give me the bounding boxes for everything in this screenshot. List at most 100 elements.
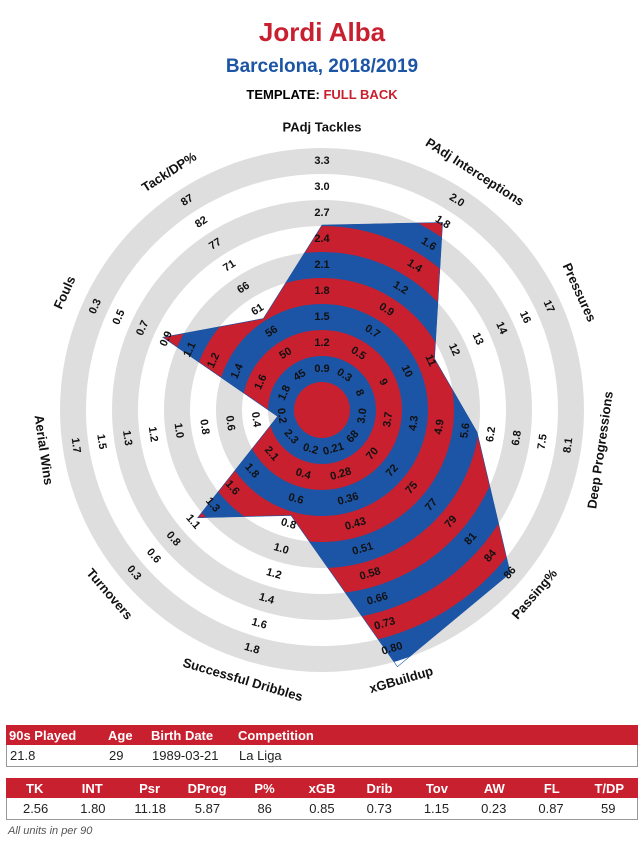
tick-label: 1.1 [181, 340, 198, 359]
tick-label: 1.3 [120, 430, 134, 447]
tick-label: 0.73 [373, 615, 397, 633]
table-row: 2.56 1.80 11.18 5.87 86 0.85 0.73 1.15 0.23 0.87 5… [6, 798, 638, 820]
header-cell: Psr [139, 780, 161, 796]
radar-chart: Jordi Alba Barcelona, 2018/2019 TEMPLATE… [31, 17, 616, 704]
tick-label: 71 [221, 258, 238, 275]
tick-label: 0.80 [380, 640, 404, 658]
axis-name: PAdj Tackles [283, 119, 362, 134]
header-cell: xGB [308, 780, 336, 796]
tick-label: 1.2 [205, 351, 222, 370]
table-header: TK INT Psr DProg P% xGB Drib Tov AW FL T/DP [6, 778, 638, 798]
header-cell: Tov [425, 780, 448, 796]
cell: 1989-03-21 [152, 748, 219, 763]
tick-label: 0.6 [287, 491, 305, 507]
tick-label: 1.2 [265, 566, 283, 582]
tick-label: 10 [399, 363, 415, 379]
tick-label: 66 [235, 280, 252, 297]
cell: 0.73 [366, 801, 392, 816]
cell: 2.56 [22, 801, 49, 816]
tick-label: 0.7 [134, 319, 151, 338]
header-cell: Competition [238, 727, 314, 743]
tick-label: 1.0 [172, 422, 186, 439]
tick-label: 17 [541, 298, 557, 314]
tick-label: 0.36 [336, 490, 360, 508]
tick-label: 0.2 [274, 407, 288, 424]
tick-label: 2.4 [314, 233, 330, 245]
cell: 86 [257, 801, 272, 816]
tick-label: 1.2 [146, 426, 160, 443]
tick-label: 1.8 [314, 285, 329, 297]
header-cell: Birth Date [151, 727, 214, 743]
tick-label: 0.9 [314, 363, 329, 375]
tick-label: 5.6 [458, 422, 472, 439]
tick-label: 6.8 [510, 430, 524, 447]
tick-label: 0.9 [158, 329, 175, 348]
cell: 59 [601, 801, 616, 816]
cell: 1.15 [423, 801, 450, 816]
band [294, 382, 350, 438]
tick-label: 1.4 [257, 591, 276, 607]
tick-label: 8.1 [561, 437, 575, 454]
template-value: FULL BACK [323, 87, 398, 102]
cell: 0.85 [309, 801, 335, 816]
tick-label: 0.58 [358, 565, 382, 583]
tick-label: 0.43 [344, 515, 368, 533]
tick-label: 87 [179, 192, 196, 209]
cell: 21.8 [10, 748, 36, 763]
axis-name: xGBuildup [368, 663, 435, 696]
tick-label: 0.8 [197, 418, 211, 435]
tick-label: 1.5 [94, 433, 108, 450]
cell: 0.87 [538, 801, 564, 816]
tick-label: 56 [263, 323, 280, 340]
tick-label: 2.7 [314, 207, 329, 219]
table-header: 90s Played Age Birth Date Competition [6, 725, 638, 745]
tick-label: 45 [291, 367, 308, 384]
tick-label: 1.8 [276, 383, 293, 402]
axis-name: Deep Progressions [584, 390, 616, 509]
tick-label: 0.66 [366, 590, 390, 608]
stats-table: TK INT Psr DProg P% xGB Drib Tov AW FL T/DP 2.56 1.8… [6, 778, 638, 820]
tick-label: 0.28 [329, 465, 353, 483]
header-cell: T/DP [594, 780, 625, 796]
info-table: 90s Played Age Birth Date Competition 21.8 29… [6, 725, 638, 767]
axis-name: Aerial Wins [31, 414, 56, 486]
table-row: 21.8 29 1989-03-21 La Liga [6, 745, 638, 767]
cell: 5.87 [194, 801, 221, 816]
header-cell: Age [108, 727, 133, 743]
header-cell: AW [483, 780, 505, 796]
tick-label: 0.51 [351, 540, 375, 558]
tick-label: 50 [277, 345, 294, 362]
tick-label: 77 [207, 236, 224, 253]
header-cell: 90s Played [9, 727, 77, 743]
header-cell: FL [543, 780, 560, 796]
tick-label: 11 [422, 353, 438, 369]
header-cell: DProg [187, 780, 227, 796]
tick-label: 4.3 [407, 415, 421, 432]
tick-label: 1.6 [252, 373, 269, 392]
tick-label: 1.2 [314, 337, 329, 349]
tick-label: 2.1 [314, 259, 329, 271]
tick-label: 0.21 [322, 440, 346, 458]
cell: 0.23 [481, 801, 507, 816]
tick-label: 1.5 [314, 311, 329, 323]
tick-label: 82 [193, 214, 210, 231]
tick-label: 1.0 [272, 541, 290, 557]
template-label: TEMPLATE: [246, 87, 319, 102]
tick-label: 61 [249, 301, 266, 318]
tick-label: 0.2 [301, 441, 319, 457]
cell: 29 [109, 748, 124, 763]
tick-label: 0.6 [223, 415, 237, 432]
tick-label: 3.0 [314, 181, 329, 193]
axis-name: Fouls [50, 274, 78, 312]
footnote: All units in per 90 [8, 825, 93, 837]
tick-label: 0.8 [279, 516, 297, 532]
template: TEMPLATE: FULL BACK [246, 87, 398, 102]
tick-label: 14 [493, 320, 509, 337]
tick-label: 3.3 [314, 155, 329, 167]
tick-label: 3.0 [355, 407, 369, 424]
tick-label: 6.2 [484, 426, 498, 443]
tick-label: 7.5 [536, 433, 550, 450]
tick-label: 0.4 [294, 466, 313, 482]
tick-label: 1.7 [69, 437, 83, 454]
